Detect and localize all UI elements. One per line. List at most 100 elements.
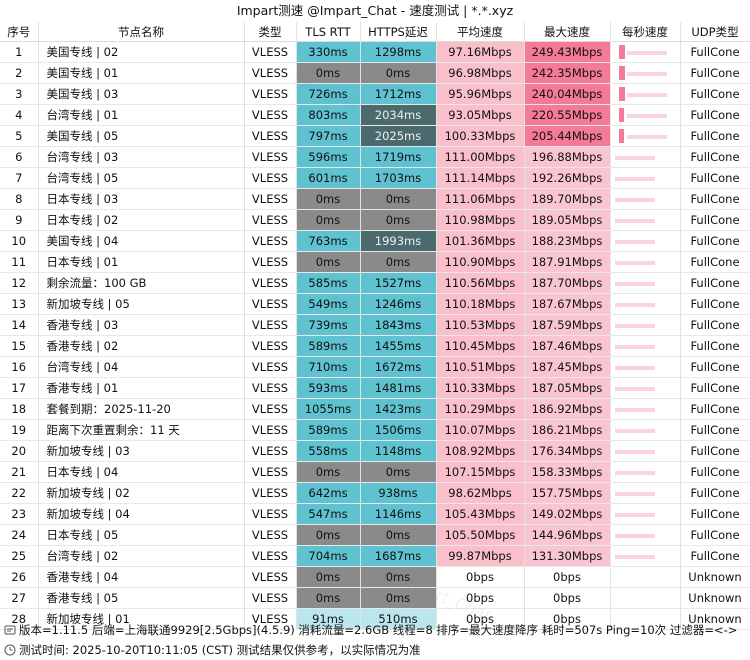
header-per-second-speed[interactable]: 每秒速度: [610, 22, 681, 42]
node-type: VLESS: [244, 524, 297, 546]
tls-rtt: 0ms: [296, 587, 361, 609]
header-type[interactable]: 类型: [244, 22, 297, 42]
node-name: 日本专线 | 05: [38, 524, 245, 546]
udp-type: FullCone: [680, 398, 750, 420]
header-avg-speed[interactable]: 平均速度: [436, 22, 525, 42]
table-row[interactable]: 5 美国专线 | 05 VLESS 797ms 2025ms 100.33Mbps 205.…: [0, 125, 750, 147]
table-row[interactable]: 1 美国专线 | 02 VLESS 330ms 1298ms 97.16Mbps 249.4…: [0, 41, 750, 63]
https-latency: 1687ms: [360, 545, 437, 567]
header-https-latency[interactable]: HTTPS延迟: [360, 22, 437, 42]
table-row[interactable]: 28 新加坡专线 | 01 VLESS 91ms 510ms 0bps 0bps Unknow…: [0, 608, 750, 630]
udp-type: FullCone: [680, 62, 750, 84]
avg-speed: 0bps: [436, 587, 525, 609]
per-second-speed-chart: [610, 440, 681, 462]
table-row[interactable]: 8 日本专线 | 03 VLESS 0ms 0ms 111.06Mbps 189.70Mbp…: [0, 188, 750, 210]
row-index: 22: [0, 482, 39, 504]
avg-speed: 0bps: [436, 566, 525, 588]
speed-bar-tail: [614, 513, 655, 517]
table-row[interactable]: 15 香港专线 | 02 VLESS 589ms 1455ms 110.45Mbps 187…: [0, 335, 750, 357]
udp-type: FullCone: [680, 356, 750, 378]
node-type: VLESS: [244, 314, 297, 336]
per-second-speed-chart: [610, 146, 681, 168]
table-row[interactable]: 11 日本专线 | 01 VLESS 0ms 0ms 110.90Mbps 187.91Mb…: [0, 251, 750, 273]
per-second-speed-chart: [610, 545, 681, 567]
table-row[interactable]: 20 新加坡专线 | 03 VLESS 558ms 1148ms 108.92Mbps 17…: [0, 440, 750, 462]
table-row[interactable]: 2 美国专线 | 01 VLESS 0ms 0ms 96.98Mbps 242.35Mbps…: [0, 62, 750, 84]
tls-rtt: 547ms: [296, 503, 361, 525]
node-name: 台湾专线 | 01: [38, 104, 245, 126]
table-row[interactable]: 14 香港专线 | 03 VLESS 739ms 1843ms 110.53Mbps 187…: [0, 314, 750, 336]
per-second-speed-chart: [610, 419, 681, 441]
avg-speed: 111.00Mbps: [436, 146, 525, 168]
per-second-speed-chart: [610, 104, 681, 126]
udp-type: FullCone: [680, 251, 750, 273]
table-row[interactable]: 16 台湾专线 | 04 VLESS 710ms 1672ms 110.51Mbps 187…: [0, 356, 750, 378]
row-index: 18: [0, 398, 39, 420]
header-node-name[interactable]: 节点名称: [38, 22, 245, 42]
https-latency: 0ms: [360, 62, 437, 84]
node-type: VLESS: [244, 188, 297, 210]
table-row[interactable]: 22 新加坡专线 | 02 VLESS 642ms 938ms 98.62Mbps 157.…: [0, 482, 750, 504]
table-row[interactable]: 24 日本专线 | 05 VLESS 0ms 0ms 105.50Mbps 144.96Mb…: [0, 524, 750, 546]
table-row[interactable]: 21 日本专线 | 04 VLESS 0ms 0ms 107.15Mbps 158.33Mb…: [0, 461, 750, 483]
table-row[interactable]: 23 新加坡专线 | 04 VLESS 547ms 1146ms 105.43Mbps 14…: [0, 503, 750, 525]
tls-rtt: 0ms: [296, 62, 361, 84]
node-name: 日本专线 | 01: [38, 251, 245, 273]
table-row[interactable]: 6 台湾专线 | 03 VLESS 596ms 1719ms 111.00Mbps 196.…: [0, 146, 750, 168]
header-index[interactable]: 序号: [0, 22, 39, 42]
udp-type: FullCone: [680, 41, 750, 63]
node-name: 新加坡专线 | 05: [38, 293, 245, 315]
table-row[interactable]: 4 台湾专线 | 01 VLESS 803ms 2034ms 93.05Mbps 220.5…: [0, 104, 750, 126]
node-name: 日本专线 | 04: [38, 461, 245, 483]
table-row[interactable]: 7 台湾专线 | 05 VLESS 601ms 1703ms 111.14Mbps 192.…: [0, 167, 750, 189]
node-type: VLESS: [244, 251, 297, 273]
speed-bar-tail: [614, 198, 655, 202]
node-type: VLESS: [244, 272, 297, 294]
table-row[interactable]: 3 美国专线 | 03 VLESS 726ms 1712ms 95.96Mbps 240.0…: [0, 83, 750, 105]
speed-bar: [618, 66, 625, 80]
table-row[interactable]: 9 日本专线 | 02 VLESS 0ms 0ms 110.98Mbps 189.05Mbp…: [0, 209, 750, 231]
table-row[interactable]: 18 套餐到期：2025-11-20 VLESS 1055ms 1423ms 110.29…: [0, 398, 750, 420]
speed-bar-tail: [614, 177, 655, 181]
table-row[interactable]: 27 香港专线 | 05 VLESS 0ms 0ms 0bps 0bps Unknown: [0, 587, 750, 609]
avg-speed: 110.51Mbps: [436, 356, 525, 378]
speed-bar-tail: [614, 156, 655, 160]
node-name: 香港专线 | 01: [38, 377, 245, 399]
header-max-speed[interactable]: 最大速度: [524, 22, 611, 42]
https-latency: 1843ms: [360, 314, 437, 336]
node-type: VLESS: [244, 146, 297, 168]
table-row[interactable]: 12 剩余流量：100 GB VLESS 585ms 1527ms 110.56Mbps 1…: [0, 272, 750, 294]
avg-speed: 110.98Mbps: [436, 209, 525, 231]
node-type: VLESS: [244, 62, 297, 84]
udp-type: FullCone: [680, 377, 750, 399]
https-latency: 0ms: [360, 209, 437, 231]
row-index: 8: [0, 188, 39, 210]
https-latency: 0ms: [360, 251, 437, 273]
avg-speed: 97.16Mbps: [436, 41, 525, 63]
avg-speed: 105.50Mbps: [436, 524, 525, 546]
https-latency: 1993ms: [360, 230, 437, 252]
table-row[interactable]: 19 距离下次重置剩余：11 天 VLESS 589ms 1506ms 110.07Mbp…: [0, 419, 750, 441]
header-tls-rtt[interactable]: TLS RTT: [296, 22, 361, 42]
table-row[interactable]: 10 美国专线 | 04 VLESS 763ms 1993ms 101.36Mbps 188…: [0, 230, 750, 252]
tls-rtt: 0ms: [296, 566, 361, 588]
https-latency: 1148ms: [360, 440, 437, 462]
max-speed: 205.44Mbps: [524, 125, 611, 147]
table-row[interactable]: 17 香港专线 | 01 VLESS 593ms 1481ms 110.33Mbps 187…: [0, 377, 750, 399]
per-second-speed-chart: [610, 167, 681, 189]
row-index: 1: [0, 41, 39, 63]
udp-type: FullCone: [680, 482, 750, 504]
max-speed: 187.67Mbps: [524, 293, 611, 315]
table-row[interactable]: 25 台湾专线 | 02 VLESS 704ms 1687ms 99.87Mbps 131.…: [0, 545, 750, 567]
udp-type: Unknown: [680, 566, 750, 588]
avg-speed: 99.87Mbps: [436, 545, 525, 567]
https-latency: 2034ms: [360, 104, 437, 126]
table-row[interactable]: 26 香港专线 | 04 VLESS 0ms 0ms 0bps 0bps Unknown: [0, 566, 750, 588]
header-udp-type[interactable]: UDP类型: [680, 22, 750, 42]
node-type: VLESS: [244, 209, 297, 231]
tls-rtt: 0ms: [296, 251, 361, 273]
udp-type: Unknown: [680, 608, 750, 630]
node-name: 香港专线 | 04: [38, 566, 245, 588]
table-row[interactable]: 13 新加坡专线 | 05 VLESS 549ms 1246ms 110.18Mbps 18…: [0, 293, 750, 315]
node-type: VLESS: [244, 335, 297, 357]
